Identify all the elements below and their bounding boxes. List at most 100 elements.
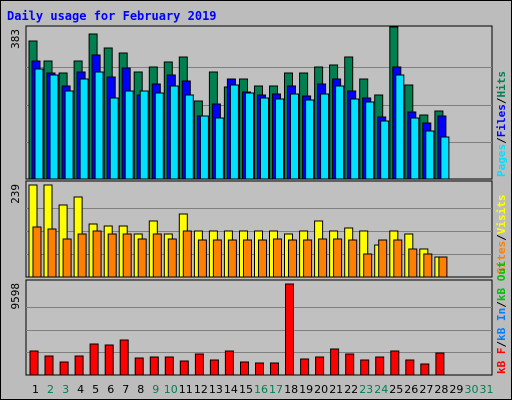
x-tick-day: 2 [47, 383, 54, 396]
bar-kb-f [240, 361, 249, 376]
bar-pages [154, 92, 164, 180]
x-tick-day: 17 [269, 383, 283, 396]
bar-pages [184, 94, 194, 180]
legend-kb-entry: kB Out [495, 261, 508, 301]
bar-kb-f [375, 356, 385, 376]
bar-sites [363, 253, 373, 278]
legend-pages-files-hits-entry: Pages [495, 144, 508, 177]
bar-sites [32, 226, 42, 278]
bar-sites [243, 239, 252, 278]
bar-sites [303, 239, 313, 278]
legend-sites-visits-entry: Sites [495, 241, 508, 274]
x-tick-day: 13 [209, 383, 223, 396]
bar-kb-f [209, 359, 219, 376]
x-tick-day: 7 [122, 383, 129, 396]
bar-sites [318, 238, 328, 278]
chart-title: Daily usage for February 2019 [7, 9, 217, 23]
bar-kb-f [74, 355, 84, 376]
bar-kb-f [179, 360, 189, 376]
bar-pages [305, 99, 315, 180]
bar-pages [245, 92, 254, 180]
bar-kb-f [405, 359, 415, 376]
bar-sites [92, 230, 102, 278]
x-tick-day: 6 [107, 383, 114, 396]
y-max-label: 9598 [9, 283, 22, 310]
bar-kb-f [255, 362, 264, 376]
x-tick-day: 12 [194, 383, 208, 396]
bar-kb-f [300, 358, 310, 376]
bar-sites [182, 230, 192, 278]
bar-pages [320, 93, 330, 180]
bar-sites [47, 228, 57, 278]
bar-pages [199, 115, 209, 180]
legend-pages-files-hits-entry: / [495, 97, 508, 104]
bar-sites [212, 239, 222, 278]
bar-sites [137, 238, 147, 278]
bar-pages [214, 117, 224, 180]
bar-sites [62, 238, 72, 278]
bar-kb-f [44, 355, 54, 376]
bar-sites [258, 239, 267, 278]
bar-kb-f [315, 356, 325, 376]
x-tick-day: 16 [254, 383, 268, 396]
legend-kb-entry: kB F [495, 348, 508, 375]
bar-sites [197, 239, 207, 278]
x-tick-day: 29 [449, 383, 463, 396]
bar-sites [423, 253, 433, 278]
bar-pages [94, 71, 104, 180]
panel-kb [25, 279, 493, 376]
x-tick-day: 21 [329, 383, 343, 396]
y-max-label: 239 [9, 184, 22, 204]
bar-sites [393, 239, 403, 278]
legend-kb: kB F/kB In/kB Out [495, 261, 508, 374]
bar-kb-f [435, 352, 445, 376]
bar-pages [275, 98, 284, 180]
bar-kb-f [390, 350, 400, 376]
bar-kb-f [104, 344, 114, 376]
legend-pages-files-hits-entry: Hits [495, 71, 508, 98]
bar-kb-f [134, 357, 144, 376]
bar-pages [365, 101, 375, 180]
x-tick-day: 15 [239, 383, 253, 396]
bar-sites [408, 248, 418, 278]
x-tick-day: 19 [299, 383, 313, 396]
x-tick-day: 11 [179, 383, 193, 396]
bar-sites [122, 233, 132, 278]
bar-kb-f [270, 362, 279, 376]
x-tick-day: 9 [152, 383, 159, 396]
bar-pages [124, 90, 134, 180]
x-tick-day: 31 [480, 383, 494, 396]
bar-pages [109, 97, 119, 180]
bar-pages [350, 98, 360, 180]
legend-pages-files-hits-entry: / [495, 137, 508, 144]
bar-pages [139, 90, 149, 180]
bar-kb-f [149, 356, 159, 376]
bar-sites [333, 238, 343, 278]
bar-kb-f [164, 356, 174, 376]
bar-sites [288, 239, 297, 278]
bar-sites [438, 256, 448, 278]
bar-kb-f [330, 348, 340, 376]
bar-pages [380, 120, 390, 180]
bar-sites [227, 239, 237, 278]
bar-kb-f [420, 363, 430, 376]
bar-kb-f [59, 361, 69, 376]
x-tick-day: 8 [137, 383, 144, 396]
bar-kb-f [89, 343, 99, 376]
x-tick-day: 20 [314, 383, 328, 396]
bar-kb-f [29, 350, 39, 376]
legend-sites-visits: Sites/Visits [495, 195, 508, 275]
legend-pages-files-hits-entry: Files [495, 104, 508, 137]
bar-pages [440, 136, 450, 180]
bar-pages [290, 93, 299, 180]
bar-kb-f [345, 353, 355, 376]
bar-kb-f [360, 359, 370, 376]
bar-kb-f [119, 339, 129, 376]
x-tick-day: 28 [434, 383, 448, 396]
x-tick-day: 22 [344, 383, 358, 396]
x-tick-day: 25 [389, 383, 403, 396]
x-tick-day: 18 [284, 383, 298, 396]
legend-sites-visits-entry: / [495, 234, 508, 241]
